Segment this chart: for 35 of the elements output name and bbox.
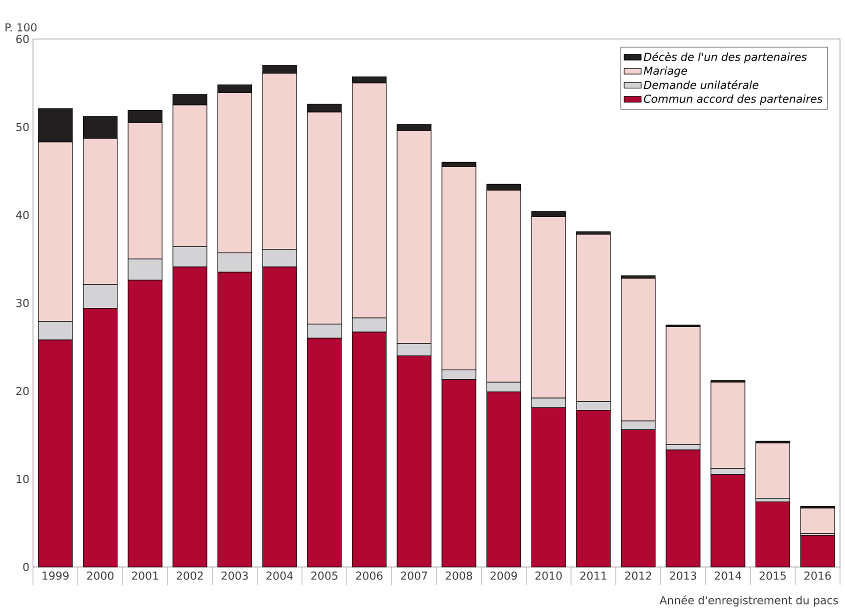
- bar: [800, 508, 835, 534]
- y-axis-title: P. 100: [6, 23, 37, 32]
- x-tick-label: 2009: [490, 572, 517, 580]
- legend-label: Demande unilatérale: [644, 80, 758, 90]
- x-tick-label: 2014: [714, 572, 742, 580]
- legend-label: Commun accord des partenaires: [644, 94, 822, 106]
- x-tick-label: 2004: [266, 572, 293, 580]
- legend-label: Mariage: [644, 66, 688, 77]
- x-tick-label: 2001: [132, 572, 158, 580]
- y-tick-label: 10: [16, 474, 29, 484]
- y-tick-label: 0: [23, 562, 29, 572]
- bar: [755, 502, 790, 568]
- x-tick-label: 2011: [580, 572, 606, 580]
- x-tick-label: 2006: [356, 572, 382, 580]
- x-axis-title: Année d'enregistrement du pacs: [660, 595, 838, 606]
- x-tick-label: 2003: [222, 572, 248, 580]
- x-tick-label: 2007: [400, 572, 428, 580]
- x-tick-label: 1999: [42, 572, 69, 580]
- legend-label: Décès de l'un des partenaires: [644, 52, 807, 64]
- y-tick-label: 40: [16, 210, 29, 220]
- x-tick-label: 2000: [87, 572, 114, 580]
- y-tick-label: 30: [16, 298, 29, 308]
- x-tick-label: 2010: [535, 572, 562, 580]
- x-tick-label: 2015: [760, 572, 786, 580]
- x-tick-label: 2002: [176, 572, 203, 580]
- bar: [800, 535, 835, 568]
- x-tick-label: 2005: [311, 572, 338, 580]
- y-tick-label: 20: [16, 386, 29, 396]
- x-tick-label: 2013: [670, 572, 696, 580]
- y-tick-label: 50: [16, 122, 29, 132]
- y-tick-label: 60: [16, 34, 29, 44]
- x-tick-label: 2008: [446, 572, 472, 580]
- x-tick-label: 2016: [804, 572, 831, 580]
- bar: [755, 442, 790, 499]
- x-tick-label: 2012: [625, 572, 652, 580]
